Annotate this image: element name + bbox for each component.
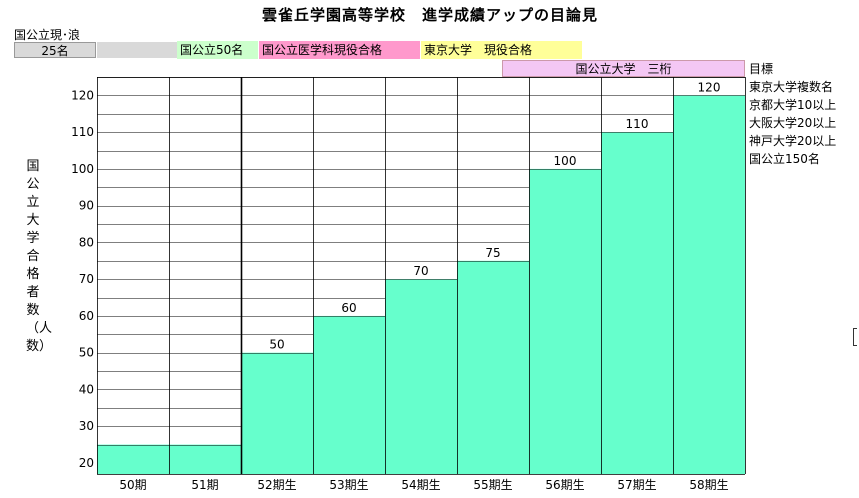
y-tick-label: 30 <box>79 419 94 433</box>
x-tick-label: 54期生 <box>401 478 440 492</box>
y-tick-label: 100 <box>71 162 94 176</box>
band-kokkouritsu-50: 国公立50名 <box>177 41 258 59</box>
x-tick-label: 51期 <box>191 478 218 492</box>
goal-item: 神戸大学20以上 <box>749 134 837 148</box>
x-tick-label: 57期生 <box>617 478 656 492</box>
y-tick-label: 70 <box>79 272 94 286</box>
x-tick-label: 55期生 <box>473 478 512 492</box>
x-tick-label: 56期生 <box>545 478 584 492</box>
data-label: 110 <box>626 117 649 131</box>
y-tick-label: 50 <box>79 346 94 360</box>
x-tick-label: 50期 <box>119 478 146 492</box>
x-tick-label: 53期生 <box>329 478 368 492</box>
current-label: 国公立現･浪 <box>14 28 81 42</box>
goal-item: 大阪大学20以上 <box>749 116 837 130</box>
goal-item: 京都大学10以上 <box>749 98 837 112</box>
y-tick-label: 80 <box>79 235 94 249</box>
bar <box>385 279 457 474</box>
current-value: 25名 <box>14 42 96 58</box>
y-tick-label: 60 <box>79 309 94 323</box>
data-label: 75 <box>485 246 500 260</box>
data-label: 120 <box>698 80 721 94</box>
bar <box>169 444 241 474</box>
y-tick-label: 20 <box>79 456 94 470</box>
grey-strip <box>97 42 177 58</box>
bar <box>673 95 745 474</box>
data-label: 60 <box>341 301 356 315</box>
bar <box>457 260 529 474</box>
bar <box>529 168 601 475</box>
bar <box>313 315 385 474</box>
band-igakuka: 国公立医学科現役合格 <box>259 41 420 59</box>
data-label: 70 <box>413 264 428 278</box>
y-tick-label: 40 <box>79 382 94 396</box>
goal-item: 東京大学複数名 <box>749 80 834 94</box>
y-tick-label: 120 <box>71 88 94 102</box>
y-tick-label: 110 <box>71 125 94 139</box>
data-label: 100 <box>554 154 577 168</box>
bar <box>97 444 169 474</box>
x-tick-label: 58期生 <box>689 478 728 492</box>
chart-title: 雲雀丘学園高等学校 進学成績アップの目論見 <box>262 6 599 24</box>
x-tick-label: 52期生 <box>257 478 296 492</box>
goal-heading: 目標 <box>749 62 774 76</box>
goal-item: 国公立150名 <box>749 152 820 166</box>
cell-marker <box>853 328 857 346</box>
bar <box>241 352 313 474</box>
data-label: 50 <box>269 338 284 352</box>
band-sanketa: 国公立大学 三桁 <box>502 60 745 77</box>
y-tick-label: 90 <box>79 199 94 213</box>
band-todai: 東京大学 現役合格 <box>421 41 582 59</box>
bar <box>601 132 673 474</box>
